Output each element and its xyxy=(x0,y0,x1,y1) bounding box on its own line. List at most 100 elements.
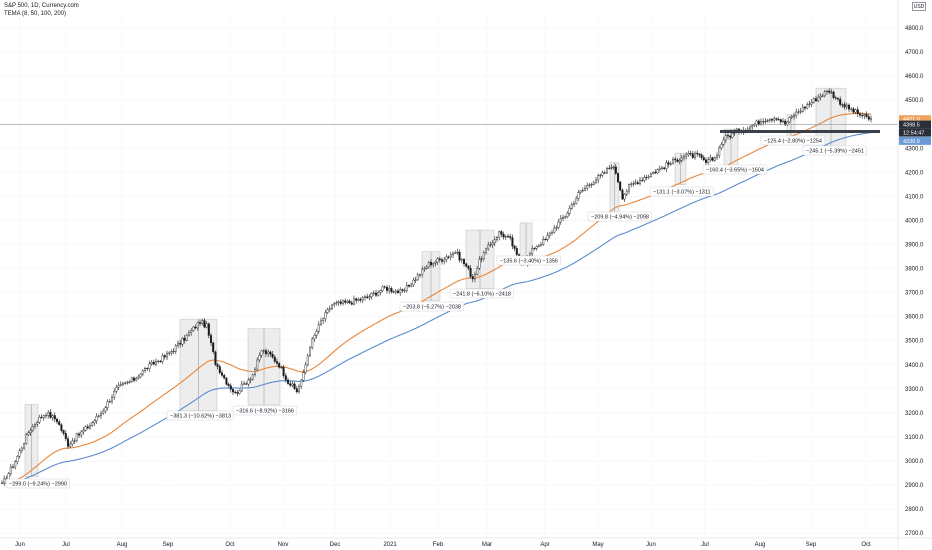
x-tick-label: Nov xyxy=(278,542,289,548)
candle-body xyxy=(493,239,496,244)
candle-body xyxy=(788,117,791,123)
candle-body xyxy=(284,375,287,381)
candle-body xyxy=(843,104,846,108)
candle-body xyxy=(328,308,331,310)
candle-body xyxy=(346,300,349,303)
candle-body xyxy=(863,114,866,117)
candle-body xyxy=(564,216,567,218)
price-badge: 4398.5 xyxy=(899,120,931,129)
candle-body xyxy=(537,245,540,247)
candle-body xyxy=(77,433,80,436)
candle-body xyxy=(16,456,19,462)
candle-body xyxy=(242,383,245,385)
candle-body xyxy=(262,350,265,352)
candle-body xyxy=(837,98,840,100)
candle-body xyxy=(45,415,48,417)
candle-body xyxy=(496,236,499,240)
candle-body xyxy=(168,352,171,354)
candle-body xyxy=(588,184,591,186)
candle-body xyxy=(597,175,600,181)
price-badge-text: 4398.5 xyxy=(903,123,920,129)
candle-body xyxy=(683,155,686,159)
x-tick-label: Jun xyxy=(15,542,25,548)
drawdown-label-box xyxy=(399,301,464,312)
candle-body xyxy=(342,300,345,304)
candle-body xyxy=(691,153,694,158)
candle-body xyxy=(577,192,580,199)
candle-body xyxy=(135,378,138,381)
candle-body xyxy=(128,381,131,383)
candle-body xyxy=(812,98,815,103)
resistance-line[interactable] xyxy=(0,124,898,133)
candle-body xyxy=(29,430,32,433)
candle-body xyxy=(751,125,754,128)
candle-body xyxy=(201,320,204,324)
candle-body xyxy=(713,157,716,161)
candle-body xyxy=(377,292,380,296)
candle-body xyxy=(698,153,701,156)
candle-body xyxy=(799,111,802,113)
candle-body xyxy=(117,385,120,388)
y-tick-label: 4200.0 xyxy=(905,170,924,176)
candle-body xyxy=(383,286,386,288)
drawdown-label: −209.8 (−4.94%) −2098 xyxy=(587,211,652,222)
candle-body xyxy=(797,111,800,113)
drawdown-label: −241.8 (−6.10%) −2418 xyxy=(449,288,514,299)
candle-body xyxy=(71,440,74,445)
y-tick-label: 2800.0 xyxy=(905,507,924,513)
candle-body xyxy=(214,351,217,365)
candle-body xyxy=(276,361,279,364)
candle-body xyxy=(265,350,268,355)
candle-body xyxy=(449,254,452,258)
candle-body xyxy=(804,106,807,109)
candle-body xyxy=(487,244,490,250)
candle-body xyxy=(223,375,226,379)
candle-body xyxy=(436,258,439,263)
candle-body xyxy=(656,169,659,174)
candle-body xyxy=(841,104,844,106)
candle-body xyxy=(782,120,785,123)
candle-body xyxy=(491,242,494,245)
candle-body xyxy=(432,263,435,266)
candle-body xyxy=(460,259,463,261)
candle-body xyxy=(93,420,96,424)
candle-body xyxy=(762,121,765,123)
candle-body xyxy=(502,234,505,238)
candle-body xyxy=(372,292,375,294)
currency-badge[interactable]: USD xyxy=(912,2,926,11)
candle-body xyxy=(106,401,109,408)
candle-body xyxy=(165,353,168,358)
candle-body xyxy=(179,342,182,345)
candle-body xyxy=(410,284,413,287)
x-tick-label: Dec xyxy=(330,542,341,548)
candle-body xyxy=(773,118,776,121)
candle-body xyxy=(471,276,474,280)
drawdown-label-box xyxy=(449,288,514,299)
candle-body xyxy=(38,416,41,423)
candle-body xyxy=(381,286,384,291)
candle-body xyxy=(427,262,430,268)
candle-body xyxy=(3,478,6,484)
candle-body xyxy=(212,342,215,353)
candle-body xyxy=(170,351,173,354)
candle-body xyxy=(51,415,54,418)
candle-body xyxy=(27,432,30,435)
candle-body xyxy=(181,338,184,345)
candle-body xyxy=(9,466,12,474)
candle-body xyxy=(110,397,113,402)
indicator-legend[interactable]: TEMA (8, 50, 100, 200) xyxy=(4,11,67,17)
candle-body xyxy=(203,320,206,328)
y-tick-label: 3000.0 xyxy=(905,459,924,465)
candle-body xyxy=(121,383,124,385)
chart-title: S&P 500, 1D, Currency.com xyxy=(4,3,79,9)
candle-body xyxy=(258,355,261,361)
drawdown-label-box xyxy=(802,145,867,156)
candle-body xyxy=(617,173,620,183)
candle-body xyxy=(421,268,424,275)
ema-slow-badge: 4330.9 xyxy=(899,136,931,145)
candle-body xyxy=(412,279,415,286)
ema-fast-badge: 4421.0 xyxy=(899,115,931,124)
candle-body xyxy=(298,386,301,393)
